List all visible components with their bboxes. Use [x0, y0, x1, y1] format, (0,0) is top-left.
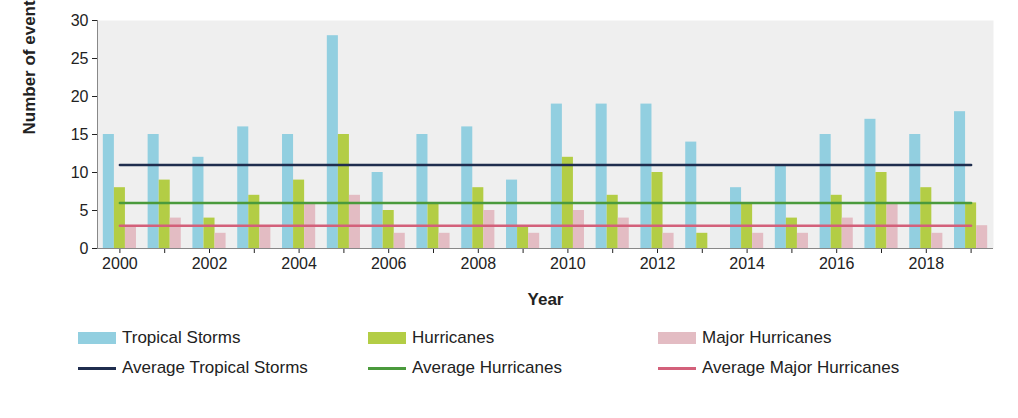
svg-text:5: 5: [80, 202, 89, 219]
svg-text:15: 15: [71, 126, 89, 143]
svg-text:20: 20: [71, 88, 89, 105]
svg-text:Year: Year: [528, 290, 564, 309]
svg-text:2014: 2014: [729, 255, 765, 272]
svg-text:2002: 2002: [192, 255, 228, 272]
svg-text:2008: 2008: [461, 255, 497, 272]
svg-text:0: 0: [80, 240, 89, 257]
svg-text:2004: 2004: [281, 255, 317, 272]
svg-text:2000: 2000: [102, 255, 138, 272]
svg-text:Number of events: Number of events: [20, 0, 39, 135]
svg-text:10: 10: [71, 164, 89, 181]
svg-text:25: 25: [71, 50, 89, 67]
svg-text:2010: 2010: [550, 255, 586, 272]
svg-text:2018: 2018: [909, 255, 945, 272]
svg-text:2006: 2006: [371, 255, 407, 272]
html-text:Hurricanes: Hurricanes: [412, 328, 495, 347]
svg-text:2016: 2016: [819, 255, 855, 272]
html-text:Average Tropical Storms: Average Tropical Storms: [122, 358, 308, 377]
html-text:Tropical Storms: Tropical Storms: [122, 328, 241, 347]
html-text:Average Major Hurricanes: Average Major Hurricanes: [702, 358, 900, 377]
html-text:Major Hurricanes: Major Hurricanes: [702, 328, 832, 347]
svg-text:30: 30: [71, 12, 89, 29]
html-text:Average Hurricanes: Average Hurricanes: [412, 358, 562, 377]
svg-text:2012: 2012: [640, 255, 676, 272]
